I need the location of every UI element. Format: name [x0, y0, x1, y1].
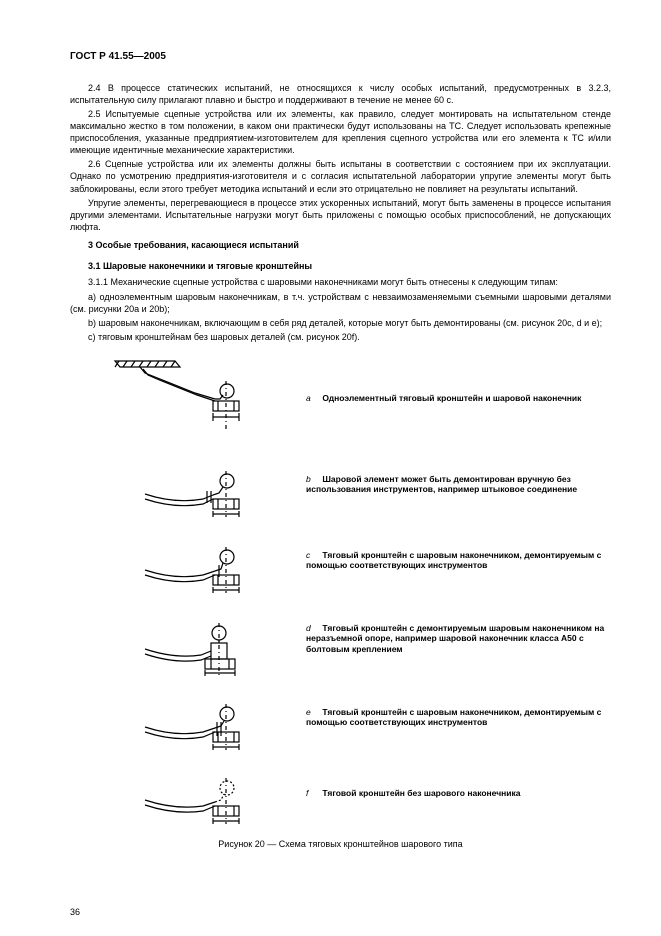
paragraph-3-1-1-a: a) одноэлементным шаровым наконечникам, … — [70, 291, 611, 315]
figure-svg-e — [70, 682, 300, 752]
figure-letter-f: f — [306, 788, 320, 799]
figure-row-d: d Тяговый кронштейн с демонтируемым шаро… — [70, 601, 611, 676]
figure-label-a: a Одноэлементный тяговый кронштейн и шар… — [300, 393, 611, 404]
figure-letter-e: e — [306, 707, 320, 718]
paragraph-2-4: 2.4 В процессе статических испытаний, не… — [70, 82, 611, 106]
page: ГОСТ Р 41.55—2005 2.4 В процессе статиче… — [0, 0, 661, 936]
figure-svg-b — [70, 449, 300, 519]
figure-row-e: e Тяговый кронштейн с шаровым наконечник… — [70, 682, 611, 752]
document-header: ГОСТ Р 41.55—2005 — [70, 50, 611, 64]
figure-row-b: b Шаровой элемент может быть демонтирова… — [70, 449, 611, 519]
paragraph-2-5: 2.5 Испытуемые сцепные устройства или их… — [70, 108, 611, 157]
figure-caption: Рисунок 20 — Схема тяговых кронштейнов ш… — [70, 838, 611, 850]
figure-label-d: d Тяговый кронштейн с демонтируемым шаро… — [300, 623, 611, 655]
figure-text-a: Одноэлементный тяговый кронштейн и шаров… — [322, 393, 581, 403]
figure-row-f: f Тяговой кронштейн без шарового наконеч… — [70, 758, 611, 828]
paragraph-3-1-1-b: b) шаровым наконечникам, включающим в се… — [70, 317, 611, 329]
figure-20: a Одноэлементный тяговый кронштейн и шар… — [70, 353, 611, 850]
figure-letter-c: c — [306, 550, 320, 561]
figure-label-c: c Тяговый кронштейн с шаровым наконечник… — [300, 550, 611, 571]
figure-text-f: Тяговой кронштейн без шарового наконечни… — [322, 788, 520, 798]
figure-label-b: b Шаровой элемент может быть демонтирова… — [300, 474, 611, 495]
section-3-1-title: 3.1 Шаровые наконечники и тяговые кроншт… — [70, 260, 611, 272]
figure-text-e: Тяговый кронштейн с шаровым наконечником… — [306, 707, 601, 728]
paragraph-3-1-1: 3.1.1 Механические сцепные устройства с … — [70, 276, 611, 288]
figure-letter-d: d — [306, 623, 320, 634]
paragraph-2-6-cont: Упругие элементы, перегревающиеся в проц… — [70, 197, 611, 233]
figure-svg-c — [70, 525, 300, 595]
figure-svg-f — [70, 758, 300, 828]
figure-label-f: f Тяговой кронштейн без шарового наконеч… — [300, 788, 611, 799]
figure-text-d: Тяговый кронштейн с демонтируемым шаровы… — [306, 623, 604, 654]
figure-row-c: c Тяговый кронштейн с шаровым наконечник… — [70, 525, 611, 595]
figure-row-a: a Одноэлементный тяговый кронштейн и шар… — [70, 353, 611, 443]
section-3-title: 3 Особые требования, касающиеся испытани… — [70, 239, 611, 251]
figure-label-e: e Тяговый кронштейн с шаровым наконечник… — [300, 707, 611, 728]
figure-text-b: Шаровой элемент может быть демонтирован … — [306, 474, 577, 495]
figure-svg-a — [70, 353, 300, 443]
figure-letter-b: b — [306, 474, 320, 485]
figure-letter-a: a — [306, 393, 320, 404]
page-number: 36 — [70, 906, 80, 918]
paragraph-2-6: 2.6 Сцепные устройства или их элементы д… — [70, 158, 611, 194]
figure-text-c: Тяговый кронштейн с шаровым наконечником… — [306, 550, 601, 571]
paragraph-3-1-1-c: c) тяговым кронштейнам без шаровых детал… — [70, 331, 611, 343]
figure-svg-d — [70, 601, 300, 676]
